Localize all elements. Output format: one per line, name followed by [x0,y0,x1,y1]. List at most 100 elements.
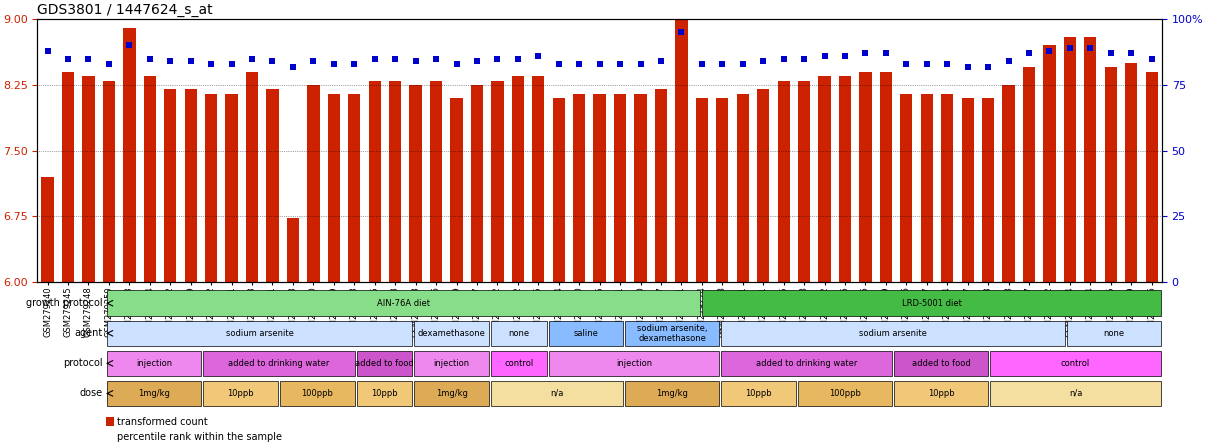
Bar [982,98,994,282]
Bar [941,94,953,282]
Text: none: none [1103,329,1124,338]
Text: injection: injection [136,359,172,368]
Bar [1125,63,1137,282]
Bar [839,76,851,282]
Bar [900,94,913,282]
Bar [778,80,790,282]
Text: control: control [504,359,533,368]
Bar [593,94,605,282]
Text: AIN-76A diet: AIN-76A diet [377,299,431,308]
Text: 10ppb: 10ppb [371,389,398,398]
Bar [287,218,299,282]
Text: percentile rank within the sample: percentile rank within the sample [117,432,281,442]
FancyBboxPatch shape [894,351,988,376]
Bar [614,94,626,282]
Text: none: none [508,329,529,338]
FancyBboxPatch shape [107,351,201,376]
Text: sodium arsenite: sodium arsenite [859,329,927,338]
Bar [696,98,708,282]
Bar [552,98,564,282]
Bar [164,89,176,282]
Bar [410,85,422,282]
Bar [62,72,75,282]
Text: transformed count: transformed count [117,417,207,427]
Bar [819,76,831,282]
Text: n/a: n/a [550,389,564,398]
Text: agent: agent [75,328,103,338]
Text: 100ppb: 100ppb [302,389,333,398]
FancyBboxPatch shape [107,381,201,406]
Bar [961,98,973,282]
Text: n/a: n/a [1069,389,1082,398]
FancyBboxPatch shape [280,381,355,406]
FancyBboxPatch shape [549,321,624,346]
FancyBboxPatch shape [414,321,488,346]
FancyBboxPatch shape [414,381,488,406]
Text: dexamethasone: dexamethasone [417,329,486,338]
Bar [226,94,238,282]
Bar [106,417,113,427]
Bar [308,85,320,282]
Bar [246,72,258,282]
Bar [106,432,113,441]
FancyBboxPatch shape [894,381,988,406]
Bar [920,94,933,282]
Bar [429,80,443,282]
FancyBboxPatch shape [203,351,355,376]
Bar [41,177,54,282]
Bar [123,28,135,282]
Bar [369,80,381,282]
Text: added to drinking water: added to drinking water [756,359,857,368]
Text: 10ppb: 10ppb [745,389,772,398]
Bar [860,72,872,282]
Bar [185,89,197,282]
Text: saline: saline [574,329,598,338]
FancyBboxPatch shape [625,321,719,346]
FancyBboxPatch shape [1067,321,1161,346]
Bar [491,80,504,282]
Bar [1002,85,1014,282]
FancyBboxPatch shape [414,351,488,376]
FancyBboxPatch shape [549,351,719,376]
Bar [390,80,402,282]
Bar [532,76,544,282]
Text: growth protocol: growth protocol [27,298,103,308]
FancyBboxPatch shape [721,321,1065,346]
Bar [1146,72,1158,282]
Text: control: control [1061,359,1090,368]
Text: dose: dose [80,388,103,398]
FancyBboxPatch shape [491,381,624,406]
FancyBboxPatch shape [721,381,796,406]
FancyBboxPatch shape [107,321,412,346]
Bar [103,80,115,282]
FancyBboxPatch shape [625,381,719,406]
Text: added to food: added to food [912,359,971,368]
Bar [328,94,340,282]
Text: 1mg/kg: 1mg/kg [137,389,170,398]
Text: LRD-5001 diet: LRD-5001 diet [902,299,961,308]
FancyBboxPatch shape [107,290,701,316]
Text: 1mg/kg: 1mg/kg [435,389,468,398]
Bar [205,94,217,282]
Bar [737,94,749,282]
Bar [1043,45,1055,282]
Bar [573,94,585,282]
Bar [470,85,484,282]
FancyBboxPatch shape [357,381,412,406]
Bar [144,76,156,282]
Bar [879,72,892,282]
Bar [1023,67,1035,282]
Bar [655,89,667,282]
Text: 10ppb: 10ppb [927,389,954,398]
FancyBboxPatch shape [491,351,546,376]
Text: protocol: protocol [63,358,103,369]
Text: 1mg/kg: 1mg/kg [656,389,689,398]
Bar [450,98,463,282]
Bar [1084,37,1096,282]
Bar [349,94,361,282]
Text: injection: injection [433,359,469,368]
Bar [675,10,687,282]
Bar [82,76,94,282]
FancyBboxPatch shape [491,321,546,346]
FancyBboxPatch shape [990,351,1161,376]
